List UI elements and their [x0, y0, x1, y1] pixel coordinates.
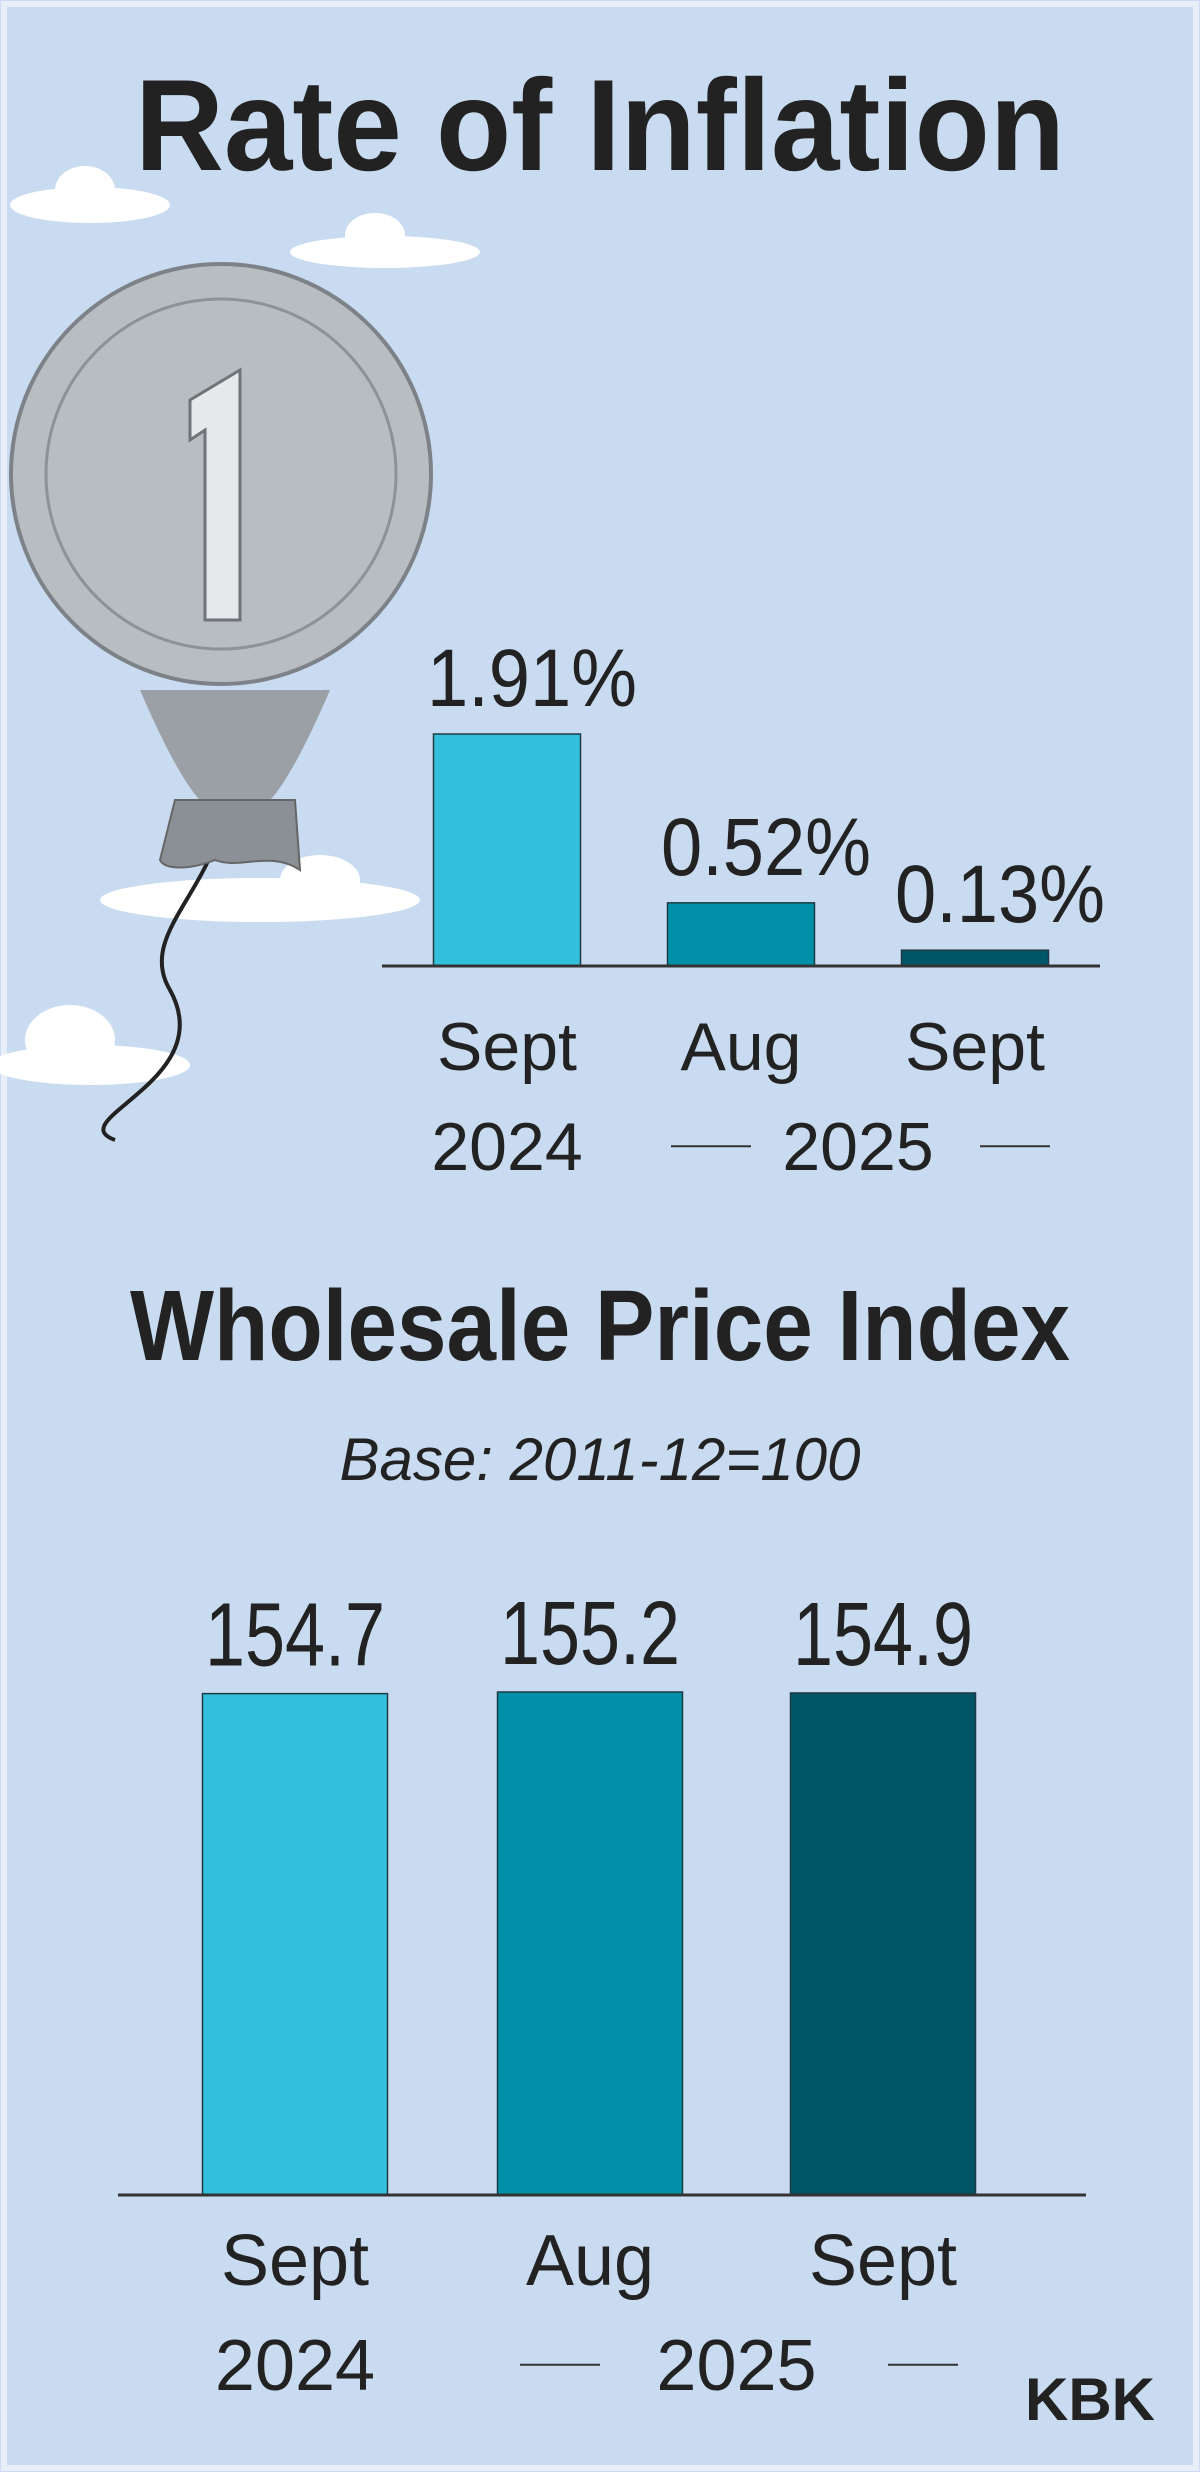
x-tick-label: Sept [437, 1009, 577, 1085]
coin-balloon [9, 262, 433, 1142]
x-tick-label: Sept [221, 2221, 369, 2301]
chart-subtitle: Base: 2011-12=100 [340, 1426, 861, 1493]
chart-title: Wholesale Price Index [130, 1270, 1070, 1382]
bar [900, 949, 1050, 967]
bar [789, 1692, 977, 2196]
year-label: 2024 [215, 2326, 375, 2406]
credit: KBK [1025, 2366, 1155, 2433]
bar [432, 733, 582, 967]
value-label: 154.9 [793, 1585, 973, 1685]
x-tick-label: Sept [809, 2221, 957, 2301]
value-label: 0.52% [661, 802, 871, 893]
clouds [0, 166, 480, 1085]
bar [201, 1692, 389, 2196]
x-tick-label: Aug [681, 1009, 802, 1085]
year-label: 2025 [782, 1109, 933, 1185]
value-label: 0.13% [895, 849, 1105, 940]
value-label: 154.7 [205, 1586, 385, 1686]
year-label: 2024 [431, 1109, 582, 1185]
chart-title: Rate of Inflation [135, 52, 1065, 198]
year-label: 2025 [656, 2326, 816, 2406]
x-tick-label: Sept [905, 1009, 1045, 1085]
x-tick-label: Aug [526, 2221, 654, 2301]
bar [666, 902, 816, 967]
value-label: 155.2 [500, 1584, 680, 1684]
bar [496, 1691, 684, 2196]
value-label: 1.91% [427, 633, 637, 724]
